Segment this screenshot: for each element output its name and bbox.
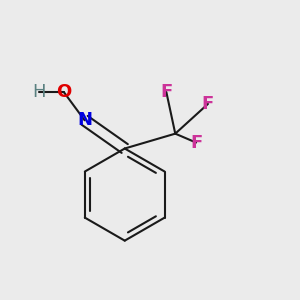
Text: F: F [160, 83, 172, 101]
Text: H: H [32, 83, 45, 101]
Text: O: O [56, 83, 71, 101]
Text: F: F [202, 95, 214, 113]
Text: F: F [190, 134, 202, 152]
Text: N: N [77, 111, 92, 129]
